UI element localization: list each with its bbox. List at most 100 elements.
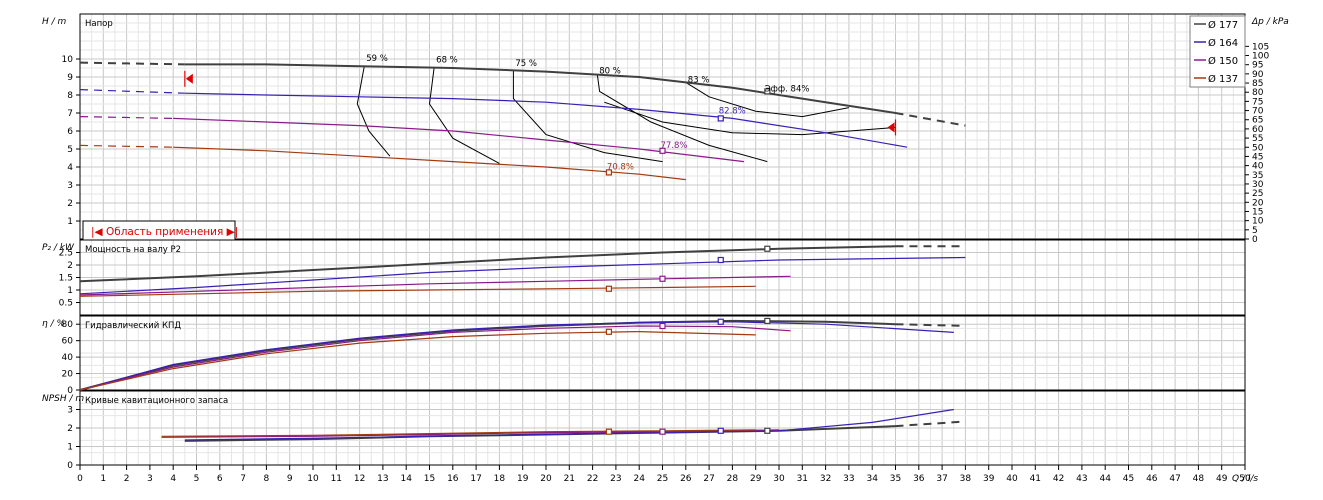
x-tick-label: 13 — [377, 474, 388, 484]
iso-efficiency-label: 68 % — [436, 56, 458, 66]
x-axis-label: Q / l/s — [1232, 474, 1258, 484]
y-axis-label-head: H / m — [42, 17, 67, 27]
kpa-tick-label: 10 — [1252, 217, 1264, 227]
text-layer: 0 1 2 3 4 5 6 7 8 9 10 11 12 13 14 15 16 17 18 19 20 21 22 23 24… — [42, 17, 1289, 484]
x-tick-label: 12 — [354, 474, 365, 484]
operating-point-marker — [764, 88, 771, 95]
y-tick-label: 1 — [67, 443, 73, 453]
x-tick-label: 30 — [773, 474, 785, 484]
series-dashed-start — [79, 89, 185, 94]
panel-title-efficiency: Гидравлический КПД — [85, 321, 181, 331]
kpa-tick-label: 55 — [1252, 134, 1263, 144]
series-line-npsh — [161, 429, 756, 437]
panel-title-head: Напор — [85, 19, 113, 29]
y-axis-label-npsh: NPSH / m — [42, 394, 84, 404]
series-line-efficiency — [79, 330, 756, 391]
series-line-head — [173, 146, 686, 181]
operating-point-marker — [717, 115, 724, 122]
y-tick-label: 1 — [67, 217, 73, 227]
x-tick-label: 18 — [494, 474, 506, 484]
x-tick-label: 27 — [703, 474, 714, 484]
efficiency-point-label: 82.8% — [719, 107, 746, 117]
operating-point-marker — [659, 322, 666, 330]
y-tick-label: 7 — [67, 109, 73, 119]
y-tick-label: 4 — [67, 163, 73, 173]
iso-efficiency-label: 80 % — [599, 66, 621, 76]
panel-frame-npsh — [79, 390, 1246, 466]
kpa-tick-label: 50 — [1252, 143, 1264, 153]
x-tick-label: 4 — [170, 474, 176, 484]
application-range-arrow — [185, 73, 193, 84]
kpa-tick-label: 95 — [1252, 61, 1263, 71]
y-tick-label: 0 — [67, 461, 73, 471]
kpa-tick-label: 15 — [1252, 207, 1263, 217]
series-dashed-start — [79, 61, 185, 66]
legend-box — [1189, 15, 1246, 88]
iso-efficiency-curve — [596, 74, 768, 163]
x-tick-label: 38 — [960, 474, 972, 484]
application-range: |◀ Область применения ▶| — [82, 220, 238, 241]
x-tick-label: 29 — [750, 474, 762, 484]
y-tick-label: 3 — [67, 406, 73, 416]
y-tick-label: 2 — [67, 261, 73, 271]
application-range-label: |◀ Область применения ▶| — [91, 226, 238, 238]
y-tick-label: 10 — [62, 55, 74, 65]
y-tick-label: 5 — [67, 145, 73, 155]
y-tick-label: 1 — [67, 286, 73, 296]
y-tick-label: 60 — [62, 337, 74, 347]
x-tick-label: 5 — [194, 474, 200, 484]
y-tick-label: 20 — [62, 370, 74, 380]
iso-efficiency-label: 75 % — [515, 59, 537, 69]
panel-title-power: Мощность на валу P2 — [85, 245, 181, 255]
x-tick-label: 31 — [797, 474, 808, 484]
panel-frames — [76, 13, 1249, 470]
operating-point-marker — [605, 328, 613, 335]
series-dashed-end — [895, 112, 966, 127]
iso-efficiency-curve — [685, 81, 849, 118]
kpa-tick-label: 100 — [1252, 52, 1269, 62]
y-tick-label: 2 — [67, 199, 73, 209]
series-line-head — [173, 117, 745, 163]
series-line-power — [79, 256, 966, 295]
kpa-tick-label: 65 — [1252, 116, 1263, 126]
x-tick-label: 23 — [610, 474, 621, 484]
x-tick-label: 0 — [77, 474, 83, 484]
x-tick-label: 20 — [540, 474, 552, 484]
x-tick-label: 11 — [331, 474, 342, 484]
iso-efficiency-curve — [512, 70, 663, 163]
x-tick-label: 49 — [1216, 474, 1228, 484]
x-tick-label: 40 — [1006, 474, 1018, 484]
series-line-power — [79, 275, 791, 296]
x-tick-label: 50 — [1239, 474, 1251, 484]
kpa-tick-label: 35 — [1252, 171, 1263, 181]
operating-point-marker — [605, 428, 613, 435]
series-dashed-start — [79, 144, 174, 148]
iso-efficiency-label: 59 % — [366, 54, 388, 64]
x-tick-label: 22 — [587, 474, 598, 484]
x-tick-label: 17 — [470, 474, 481, 484]
iso-efficiency-label: 83 % — [688, 75, 710, 85]
operating-point-marker — [764, 317, 771, 325]
operating-point-marker — [659, 428, 666, 435]
legend-label-137: Ø 137 — [1208, 73, 1238, 85]
efficiency-point-label: 77.8% — [661, 141, 688, 151]
y-tick-label: 8 — [67, 91, 73, 101]
y-tick-label: 3 — [67, 181, 73, 191]
x-tick-label: 48 — [1193, 474, 1205, 484]
x-tick-label: 46 — [1146, 474, 1158, 484]
panel-title-npsh: Кривые кавитационного запаса — [85, 396, 228, 406]
kpa-tick-label: 105 — [1252, 42, 1269, 52]
x-tick-label: 3 — [147, 474, 153, 484]
efficiency-point-label: 70.8% — [607, 162, 634, 172]
legend-label-150: Ø 150 — [1208, 55, 1238, 67]
x-tick-label: 37 — [936, 474, 947, 484]
kpa-tick-label: 40 — [1252, 162, 1264, 172]
x-tick-label: 26 — [680, 474, 692, 484]
y-tick-label: 40 — [62, 353, 74, 363]
kpa-tick-label: 0 — [1252, 235, 1258, 245]
x-tick-label: 45 — [1123, 474, 1134, 484]
x-tick-label: 7 — [240, 474, 246, 484]
series-dashed-start — [79, 116, 174, 119]
x-tick-label: 47 — [1169, 474, 1180, 484]
y-tick-label: 9 — [67, 73, 73, 83]
